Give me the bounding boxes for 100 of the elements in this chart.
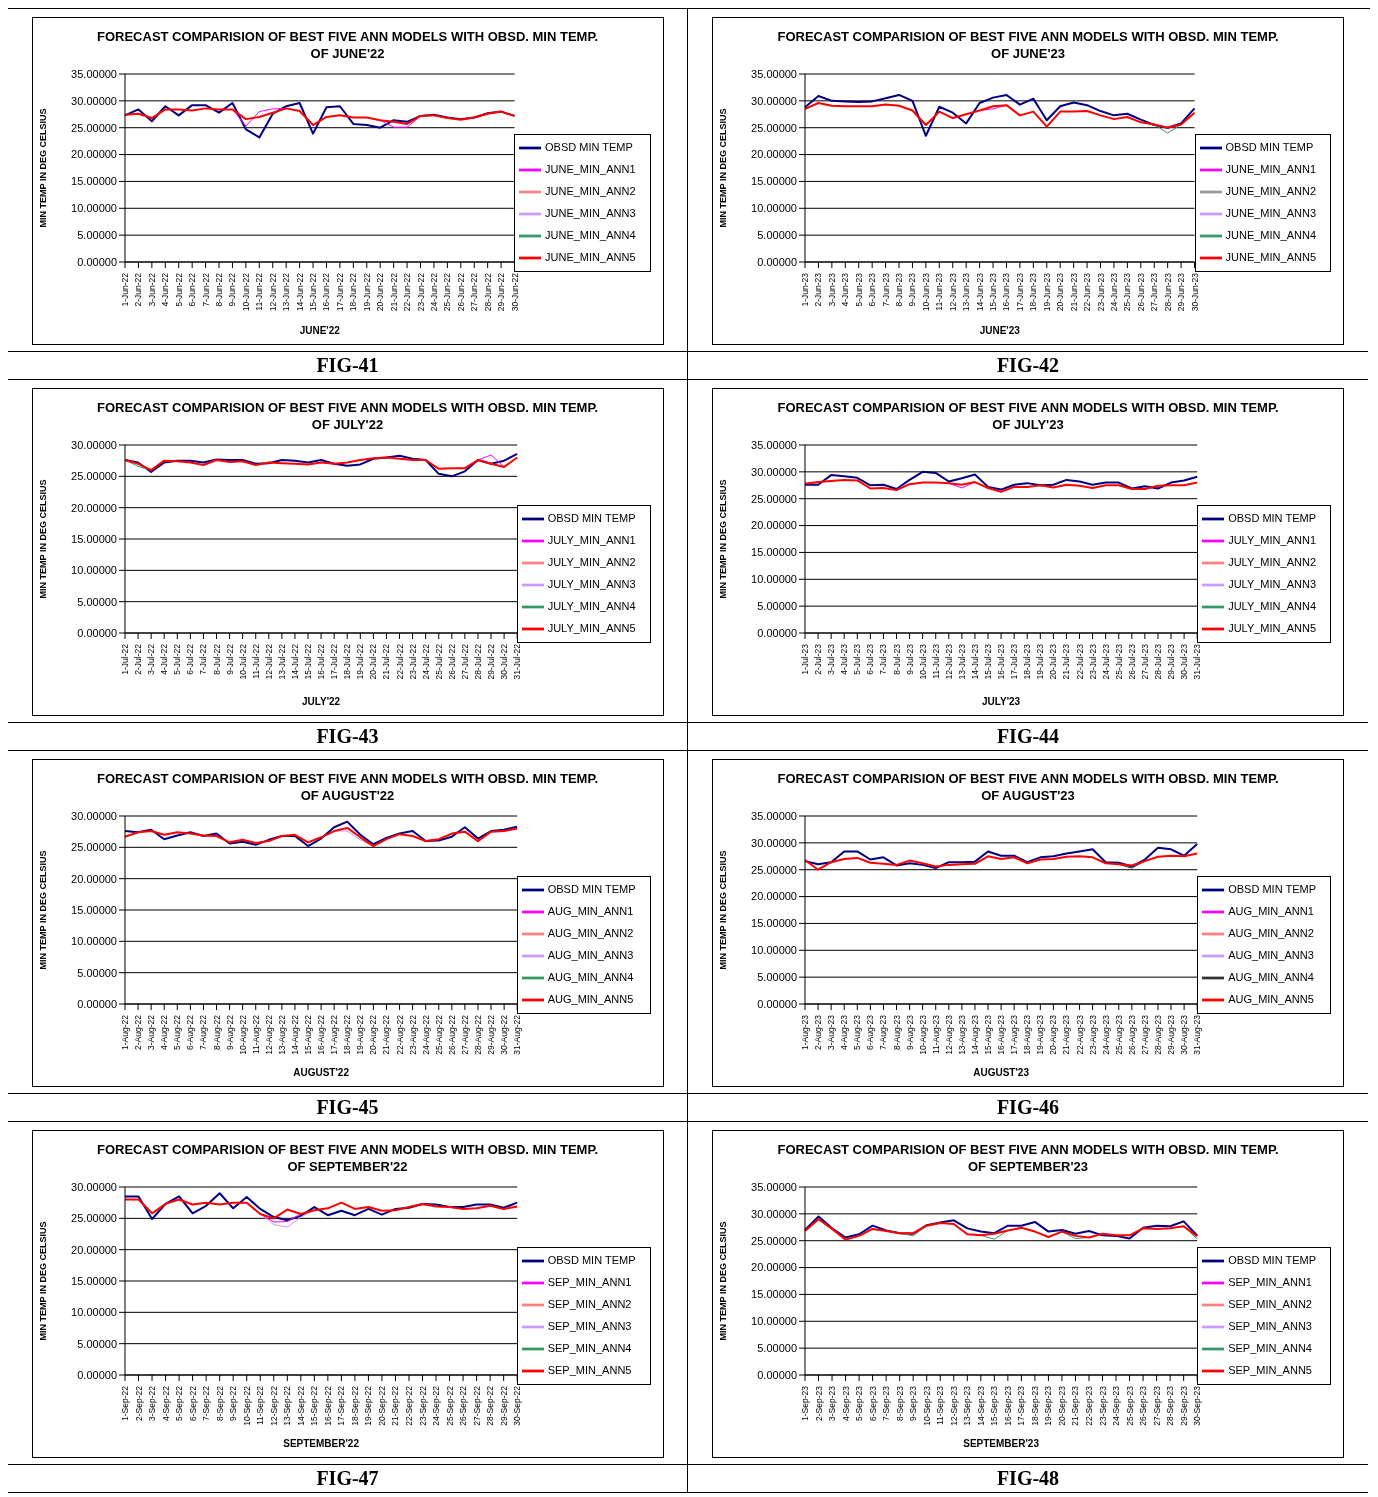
- y-tick-label: 30.00000: [751, 836, 797, 849]
- x-tick-label: 3-Aug-23: [826, 1014, 837, 1050]
- x-tick-label: 31-Jul-23: [1192, 643, 1203, 680]
- y-tick-label: 10.00000: [751, 202, 797, 215]
- x-tick-label: 4-Aug-23: [839, 1014, 850, 1050]
- x-tick-label: 30-Sep-23: [1192, 1385, 1203, 1426]
- x-tick-label: 20-Sep-22: [376, 1385, 387, 1426]
- x-tick-label: 18-Sep-23: [1029, 1385, 1040, 1426]
- y-tick-label: 20.00000: [751, 1261, 797, 1274]
- text: FIG-47: [8, 1464, 687, 1492]
- x-tick-label: 20-Aug-22: [367, 1014, 378, 1055]
- y-tick-label: 15.00000: [70, 903, 117, 916]
- x-tick-label: 5-Aug-23: [852, 1014, 863, 1050]
- legend-label: OBSD MIN TEMP: [1228, 882, 1316, 895]
- x-tick-label: 2-Aug-22: [132, 1014, 143, 1050]
- x-tick-label: 12-Aug-23: [943, 1014, 954, 1055]
- x-tick-label: 4-Sep-22: [160, 1385, 171, 1421]
- x-tick-label: 10-Aug-22: [237, 1014, 248, 1055]
- y-axis-title: MIN TEMP IN DEG CELSIUS: [37, 479, 48, 599]
- x-tick-label: 3-Sep-23: [827, 1385, 838, 1421]
- y-tick-label: 20.00000: [70, 501, 117, 514]
- x-tick-label: 24-Sep-23: [1111, 1385, 1122, 1426]
- legend-label: AUG_MIN_ANN2: [1228, 926, 1314, 939]
- y-axis-title: MIN TEMP IN DEG CELSIUS: [37, 850, 48, 970]
- x-tick-label: 16-Sep-23: [1002, 1385, 1013, 1426]
- x-tick-label: 30-Sep-22: [511, 1385, 522, 1426]
- x-tick-label: 27-Aug-23: [1139, 1014, 1150, 1055]
- y-tick-label: 20.00000: [751, 519, 797, 532]
- x-tick-label: 28-Jul-23: [1152, 643, 1163, 680]
- x-tick-label: 19-Sep-23: [1043, 1385, 1054, 1426]
- legend-label: AUG_MIN_ANN4: [547, 970, 634, 983]
- x-tick-label: 5-Jun-23: [853, 272, 864, 307]
- text: FIG-42: [688, 351, 1368, 379]
- y-tick-label: 10.00000: [751, 573, 797, 586]
- x-tick-label: 16-Jun-23: [1001, 272, 1012, 312]
- y-tick-label: 5.00000: [757, 971, 797, 984]
- x-tick-label: 6-Jun-22: [186, 272, 197, 307]
- legend-label: SEP_MIN_ANN5: [547, 1363, 632, 1376]
- y-tick-label: 10.00000: [751, 944, 797, 957]
- x-tick-label: 19-Jul-23: [1035, 643, 1046, 680]
- y-tick-label: 25.00000: [751, 863, 797, 876]
- y-tick-label: 15.00000: [70, 175, 117, 188]
- x-tick-label: 6-Sep-23: [867, 1385, 878, 1421]
- text: FIG-41: [8, 351, 687, 379]
- x-tick-label: 23-Aug-23: [1087, 1014, 1098, 1055]
- x-tick-label: 27-Jul-23: [1139, 643, 1150, 680]
- legend-label: OBSD MIN TEMP: [1228, 511, 1316, 524]
- y-tick-label: 0.00000: [757, 997, 797, 1010]
- y-tick-label: 0.00000: [76, 255, 117, 268]
- x-tick-label: 20-Jul-22: [367, 643, 378, 680]
- legend-label: AUG_MIN_ANN5: [1228, 992, 1314, 1005]
- x-tick-label: 17-Aug-23: [1009, 1014, 1020, 1055]
- x-tick-label: 5-Jul-22: [171, 643, 182, 675]
- x-tick-label: 23-Aug-22: [407, 1014, 418, 1055]
- x-tick-label: 2-Sep-23: [813, 1385, 824, 1421]
- x-tick-label: 17-Sep-23: [1016, 1385, 1027, 1426]
- x-tick-label: 18-Aug-22: [341, 1014, 352, 1055]
- x-tick-label: 22-Jun-22: [401, 272, 412, 312]
- x-tick-label: 16-Jul-23: [996, 643, 1007, 680]
- x-tick-label: 18-Jul-22: [341, 643, 352, 680]
- x-axis-title: JULY'23: [982, 696, 1021, 707]
- legend-label: OBSD MIN TEMP: [1228, 1253, 1316, 1266]
- legend-label: AUG_MIN_ANN2: [547, 926, 634, 939]
- x-tick-label: 26-Jun-23: [1135, 272, 1146, 312]
- legend-label: SEP_MIN_ANN4: [547, 1341, 632, 1354]
- x-tick-label: 10-Sep-22: [241, 1385, 252, 1426]
- y-tick-label: 5.00000: [757, 600, 797, 613]
- y-tick-label: 0.00000: [76, 997, 117, 1010]
- x-tick-label: 14-Sep-22: [295, 1385, 306, 1426]
- legend-label: SEP_MIN_ANN2: [1228, 1297, 1312, 1310]
- x-tick-label: 17-Sep-22: [335, 1385, 346, 1426]
- legend-label: JULY_MIN_ANN3: [547, 577, 636, 590]
- x-tick-label: 10-Sep-23: [921, 1385, 932, 1426]
- legend-label: JULY_MIN_ANN3: [1228, 577, 1316, 590]
- y-tick-label: 20.00000: [751, 148, 797, 161]
- x-tick-label: 13-Sep-22: [281, 1385, 292, 1426]
- x-tick-label: 31-Jul-22: [511, 643, 522, 680]
- legend-label: JUNE_MIN_ANN5: [1225, 250, 1316, 263]
- x-axis-title: SEPTEMBER'23: [963, 1438, 1040, 1449]
- x-tick-label: 19-Jun-23: [1041, 272, 1052, 312]
- y-tick-label: 5.00000: [757, 229, 797, 242]
- x-tick-label: 14-Sep-23: [975, 1385, 986, 1426]
- y-tick-label: 15.00000: [751, 917, 797, 930]
- x-tick-label: 27-Jun-22: [468, 272, 479, 312]
- x-tick-label: 12-Aug-22: [263, 1014, 274, 1055]
- x-tick-label: 12-Jun-23: [947, 272, 958, 312]
- x-tick-label: 26-Aug-23: [1126, 1014, 1137, 1055]
- x-tick-label: 19-Aug-23: [1035, 1014, 1046, 1055]
- y-tick-label: 25.00000: [751, 1234, 797, 1247]
- x-tick-label: 20-Aug-23: [1048, 1014, 1059, 1055]
- x-tick-label: 24-Jul-22: [420, 643, 431, 680]
- x-tick-label: 21-Jun-23: [1068, 272, 1079, 312]
- x-tick-label: 5-Sep-23: [854, 1385, 865, 1421]
- x-tick-label: 7-Aug-23: [878, 1014, 889, 1050]
- x-tick-label: 23-Jul-23: [1087, 643, 1098, 680]
- legend-label: SEP_MIN_ANN1: [1228, 1275, 1312, 1288]
- legend-label: OBSD MIN TEMP: [547, 1253, 636, 1266]
- x-tick-label: 21-Jun-22: [388, 272, 399, 312]
- x-tick-label: 30-Jun-23: [1189, 272, 1200, 312]
- legend-label: SEP_MIN_ANN1: [547, 1275, 632, 1288]
